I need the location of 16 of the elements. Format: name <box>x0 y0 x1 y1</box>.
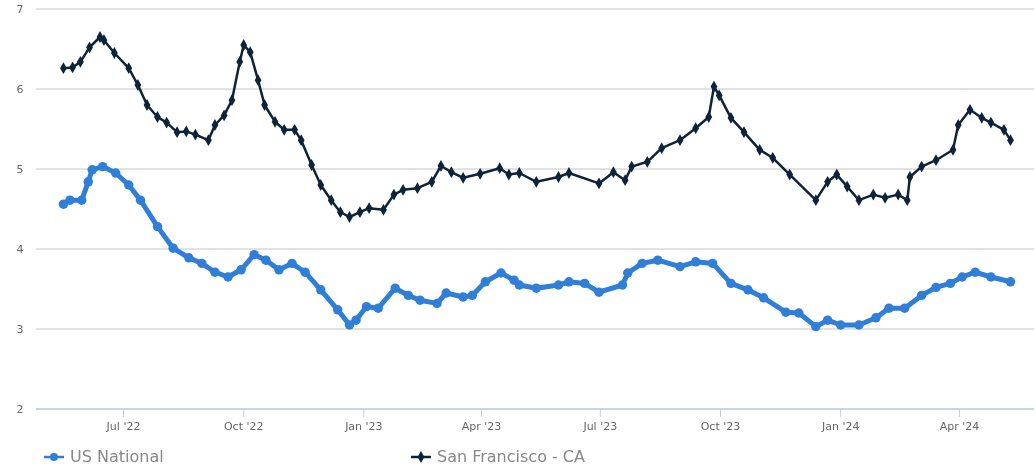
x-tick-label: Jul '22 <box>105 420 141 433</box>
y-tick-label: 3 <box>16 323 24 336</box>
legend-label: US National <box>70 447 164 466</box>
x-tick-label: Jan '23 <box>344 420 383 433</box>
y-tick-label: 2 <box>16 403 24 416</box>
x-tick-label: Apr '23 <box>461 420 502 433</box>
x-tick-label: Oct '23 <box>700 420 741 433</box>
y-tick-label: 6 <box>16 83 24 96</box>
x-tick-label: Jul '23 <box>582 420 618 433</box>
y-tick-label: 4 <box>16 243 24 256</box>
x-tick-label: Jan '24 <box>820 420 860 433</box>
x-tick-label: Apr '24 <box>939 420 980 433</box>
legend-label: San Francisco - CA <box>437 447 586 466</box>
y-tick-label: 5 <box>16 163 24 176</box>
y-tick-label: 7 <box>16 3 24 16</box>
x-tick-label: Oct '22 <box>223 420 264 433</box>
